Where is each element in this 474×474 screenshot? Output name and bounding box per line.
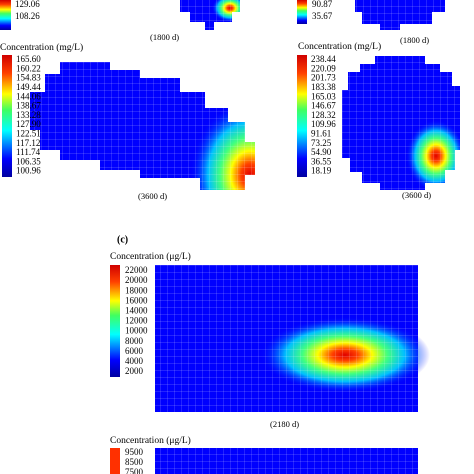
caption: (1800 d): [150, 32, 179, 42]
colorbar-tick-label: 133.28: [16, 110, 41, 120]
colorbar-tick-label: 14000: [125, 305, 148, 315]
colorbar-tick-label: 8500: [125, 457, 144, 467]
panel-label: (c): [117, 234, 128, 245]
colorbar: [297, 55, 307, 177]
heatmap: [30, 62, 255, 190]
colorbar-tick-label: 154.83: [16, 73, 41, 83]
colorbar-tick-label: 149.44: [16, 82, 41, 92]
caption: (2180 d): [270, 419, 299, 429]
colorbar-tick-label: 165.60: [16, 54, 41, 64]
colorbar: [110, 448, 120, 474]
colorbar-tick-label: 20000: [125, 275, 148, 285]
heatmap: [180, 0, 240, 30]
colorbar: [0, 0, 11, 30]
colorbar: [110, 265, 120, 377]
colorbar-title: Concentration (μg/L): [110, 251, 191, 262]
colorbar-tick-label: 128.32: [311, 110, 336, 120]
colorbar-tick-label: 54.90: [311, 147, 332, 157]
colorbar-tick-label: 144.06: [16, 91, 41, 101]
colorbar-tick-label: 4000: [125, 356, 144, 366]
caption: (3600 d): [402, 190, 431, 200]
colorbar-tick-label: 18.19: [311, 166, 332, 176]
colorbar-tick-label: 18000: [125, 285, 148, 295]
heatmap: [355, 0, 445, 30]
colorbar-tick-label: 7500: [125, 467, 144, 474]
colorbar-tick-label: 160.22: [16, 63, 41, 73]
colorbar-tick-label: 127.90: [16, 119, 41, 129]
heatmap: [155, 448, 418, 474]
colorbar: [2, 55, 12, 177]
colorbar-tick-label: 122.51: [16, 128, 41, 138]
colorbar-tick-label: 90.87: [312, 0, 333, 9]
colorbar-tick-label: 165.03: [311, 91, 336, 101]
colorbar: [297, 0, 307, 24]
colorbar-tick-label: 108.26: [15, 11, 40, 21]
colorbar-tick-label: 220.09: [311, 63, 336, 73]
heatmap: [155, 265, 430, 412]
colorbar-tick-label: 111.74: [16, 147, 41, 157]
colorbar-title: Concentration (μg/L): [110, 435, 191, 446]
colorbar-tick-label: 35.67: [312, 11, 333, 21]
colorbar-tick-label: 117.12: [16, 138, 40, 148]
colorbar-tick-label: 129.06: [15, 0, 40, 9]
colorbar-tick-label: 91.61: [311, 128, 331, 138]
colorbar-tick-label: 8000: [125, 336, 144, 346]
colorbar-tick-label: 16000: [125, 295, 148, 305]
colorbar-tick-label: 10000: [125, 326, 148, 336]
colorbar-tick-label: 238.44: [311, 54, 336, 64]
colorbar-tick-label: 146.67: [311, 101, 336, 111]
colorbar-tick-label: 2000: [125, 366, 144, 376]
colorbar-tick-label: 9500: [125, 447, 144, 457]
colorbar-title: Concentration (mg/L): [0, 42, 83, 53]
colorbar-tick-label: 106.35: [16, 156, 41, 166]
caption: (1800 d): [400, 35, 429, 45]
colorbar-title: Concentration (mg/L): [298, 41, 381, 52]
colorbar-tick-label: 6000: [125, 346, 144, 356]
colorbar-tick-label: 183.38: [311, 82, 336, 92]
colorbar-tick-label: 22000: [125, 265, 148, 275]
colorbar-tick-label: 138.67: [16, 101, 41, 111]
heatmap: [342, 56, 460, 190]
colorbar-tick-label: 201.73: [311, 73, 336, 83]
colorbar-tick-label: 12000: [125, 316, 148, 326]
caption: (3600 d): [138, 191, 167, 201]
colorbar-tick-label: 109.96: [311, 119, 336, 129]
colorbar-tick-label: 100.96: [16, 166, 41, 176]
colorbar-tick-label: 36.55: [311, 156, 332, 166]
colorbar-tick-label: 73.25: [311, 138, 332, 148]
